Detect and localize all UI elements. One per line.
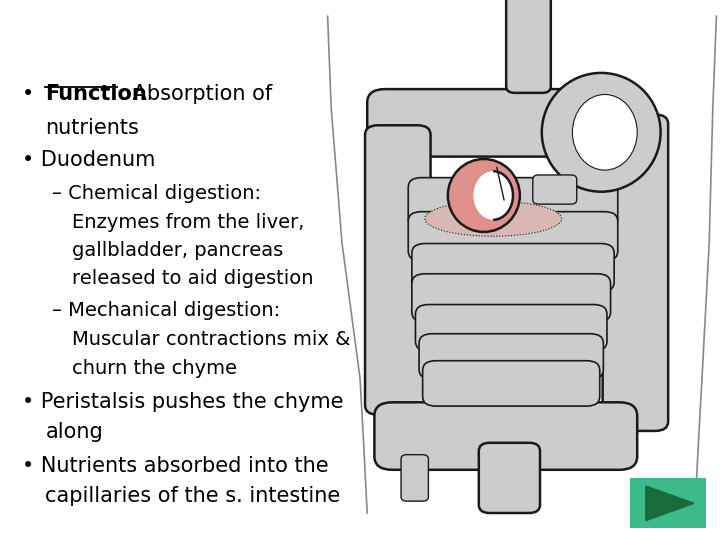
- Text: gallbladder, pancreas: gallbladder, pancreas: [72, 241, 283, 260]
- Text: : Absorption of: : Absorption of: [119, 84, 272, 104]
- Ellipse shape: [474, 171, 513, 220]
- FancyBboxPatch shape: [412, 274, 611, 322]
- Text: • Peristalsis pushes the chyme: • Peristalsis pushes the chyme: [22, 392, 343, 412]
- FancyBboxPatch shape: [415, 305, 607, 351]
- Text: Enzymes from the liver,: Enzymes from the liver,: [72, 213, 305, 232]
- FancyBboxPatch shape: [630, 478, 706, 528]
- FancyBboxPatch shape: [365, 125, 431, 415]
- Text: • Nutrients absorbed into the: • Nutrients absorbed into the: [22, 456, 328, 476]
- FancyBboxPatch shape: [374, 402, 637, 470]
- FancyBboxPatch shape: [533, 175, 577, 204]
- FancyBboxPatch shape: [419, 334, 603, 379]
- Text: – Chemical digestion:: – Chemical digestion:: [52, 184, 261, 202]
- FancyBboxPatch shape: [479, 443, 540, 513]
- Text: released to aid digestion: released to aid digestion: [72, 269, 313, 288]
- Text: Function: Function: [45, 84, 147, 104]
- FancyBboxPatch shape: [423, 361, 600, 406]
- Ellipse shape: [425, 201, 562, 237]
- Ellipse shape: [572, 94, 637, 170]
- FancyBboxPatch shape: [367, 89, 644, 157]
- FancyBboxPatch shape: [408, 178, 618, 228]
- Polygon shape: [646, 486, 694, 521]
- Ellipse shape: [448, 159, 520, 232]
- Text: Muscular contractions mix &: Muscular contractions mix &: [72, 330, 351, 349]
- Text: capillaries of the s. intestine: capillaries of the s. intestine: [45, 486, 341, 506]
- FancyBboxPatch shape: [412, 244, 614, 292]
- Text: •: •: [22, 84, 40, 104]
- Text: – Mechanical digestion:: – Mechanical digestion:: [52, 301, 280, 320]
- Text: nutrients: nutrients: [45, 118, 139, 138]
- Ellipse shape: [541, 73, 660, 192]
- Text: churn the chyme: churn the chyme: [72, 359, 237, 377]
- FancyBboxPatch shape: [506, 0, 551, 93]
- FancyBboxPatch shape: [401, 455, 428, 501]
- FancyBboxPatch shape: [603, 114, 668, 431]
- Text: along: along: [45, 422, 103, 442]
- Text: • Duodenum: • Duodenum: [22, 150, 155, 170]
- FancyBboxPatch shape: [408, 212, 618, 261]
